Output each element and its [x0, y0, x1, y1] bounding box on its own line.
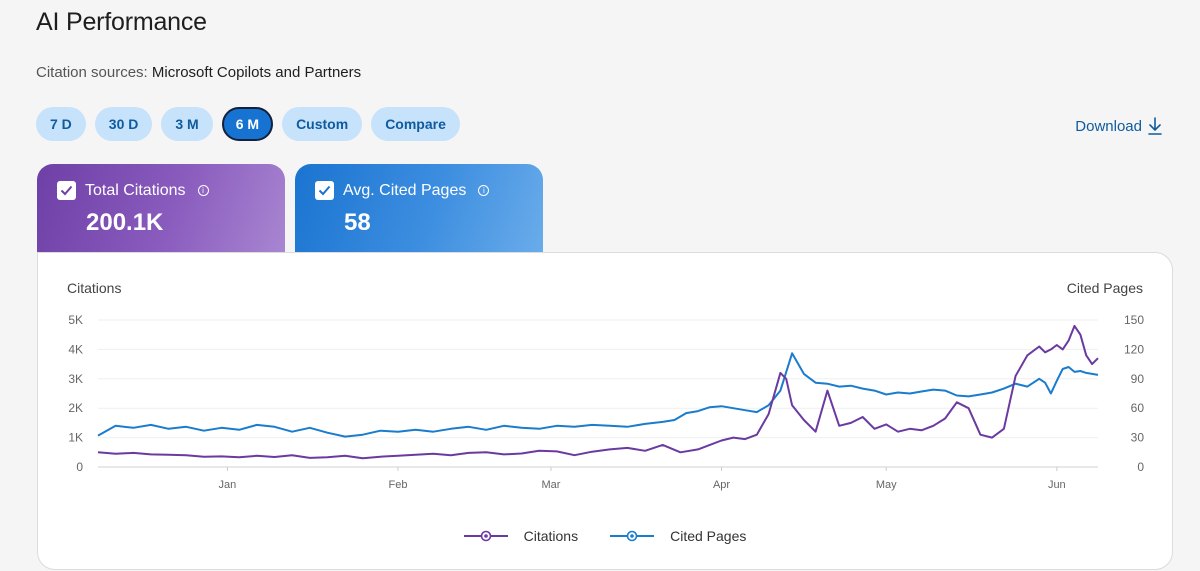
citations-series-line: [97, 324, 1099, 460]
x-tick-label: Jan: [219, 479, 237, 491]
info-icon[interactable]: i: [197, 185, 209, 196]
y-right-tick-label: 0: [1137, 460, 1144, 474]
range-6m-button[interactable]: 6 M: [221, 107, 274, 141]
total-citations-label: Total Citations: [85, 181, 186, 199]
y-right-tick-label: 150: [1124, 313, 1144, 327]
sources-value: Microsoft Copilots and Partners: [151, 64, 362, 81]
pages-checkbox[interactable]: [315, 181, 334, 200]
citation-sources: Citation sources: Microsoft Copilots and…: [36, 64, 361, 81]
right-axis-title: Cited Pages: [1066, 280, 1143, 296]
cited-pages-series-line: [97, 352, 1099, 438]
avg-cited-pages-card[interactable]: Avg. Cited Pages i 58: [295, 164, 543, 252]
download-label: Download: [1075, 117, 1142, 135]
y-right-tick-label: 60: [1131, 401, 1145, 415]
legend-citations[interactable]: Citations: [463, 528, 579, 544]
y-left-tick-label: 0: [76, 460, 83, 474]
avg-cited-pages-label: Avg. Cited Pages: [343, 181, 467, 199]
x-tick-label: Feb: [389, 479, 408, 491]
left-axis-title: Citations: [67, 280, 122, 296]
x-tick-label: Apr: [713, 479, 730, 491]
legend-line-dot-icon: [610, 530, 655, 542]
legend-citations-label: Citations: [523, 528, 579, 544]
line-chart: 0 0 1K 30 2K 60 3K 90 4K 120 5K 150 Jan Feb Mar Apr May J…: [68, 313, 1145, 491]
avg-cited-pages-value: 58: [344, 209, 371, 236]
y-right-tick-label: 30: [1131, 431, 1145, 445]
y-left-tick-label: 4K: [68, 342, 83, 356]
legend-cited-pages-label: Cited Pages: [670, 528, 747, 544]
date-range-selector: 7 D 30 D 3 M 6 M Custom Compare: [36, 107, 460, 141]
y-left-tick-label: 5K: [68, 313, 83, 327]
range-7d-button[interactable]: 7 D: [36, 107, 86, 141]
check-icon: [318, 185, 331, 196]
check-icon: [60, 185, 73, 196]
y-right-tick-label: 120: [1124, 342, 1144, 356]
y-left-tick-label: 2K: [68, 401, 83, 415]
chart-legend: Citations Cited Pages: [38, 528, 1172, 544]
legend-cited-pages[interactable]: Cited Pages: [610, 528, 746, 544]
citations-checkbox[interactable]: [57, 181, 76, 200]
legend-line-dot-icon: [463, 530, 508, 542]
x-tick-label: Jun: [1048, 479, 1066, 491]
y-right-tick-label: 90: [1131, 372, 1145, 386]
download-button[interactable]: Download: [1075, 117, 1162, 135]
range-3m-button[interactable]: 3 M: [161, 107, 213, 141]
range-custom-button[interactable]: Custom: [282, 107, 363, 141]
total-citations-card[interactable]: Total Citations i 200.1K: [37, 164, 285, 252]
x-tick-label: Mar: [541, 479, 560, 491]
download-arrow-icon: [1148, 117, 1162, 135]
y-left-tick-label: 3K: [68, 372, 83, 386]
info-icon[interactable]: i: [478, 185, 490, 196]
range-30d-button[interactable]: 30 D: [94, 107, 153, 141]
chart-panel: Citations Cited Pages 0 0 1K 30 2K 60 3K 90 4K 12…: [37, 252, 1173, 570]
y-left-tick-label: 1K: [68, 431, 83, 445]
x-tick-label: May: [876, 479, 897, 491]
sources-label: Citation sources:: [36, 64, 148, 81]
page-title: AI Performance: [36, 8, 207, 36]
range-compare-button[interactable]: Compare: [371, 107, 460, 141]
total-citations-value: 200.1K: [86, 209, 164, 236]
